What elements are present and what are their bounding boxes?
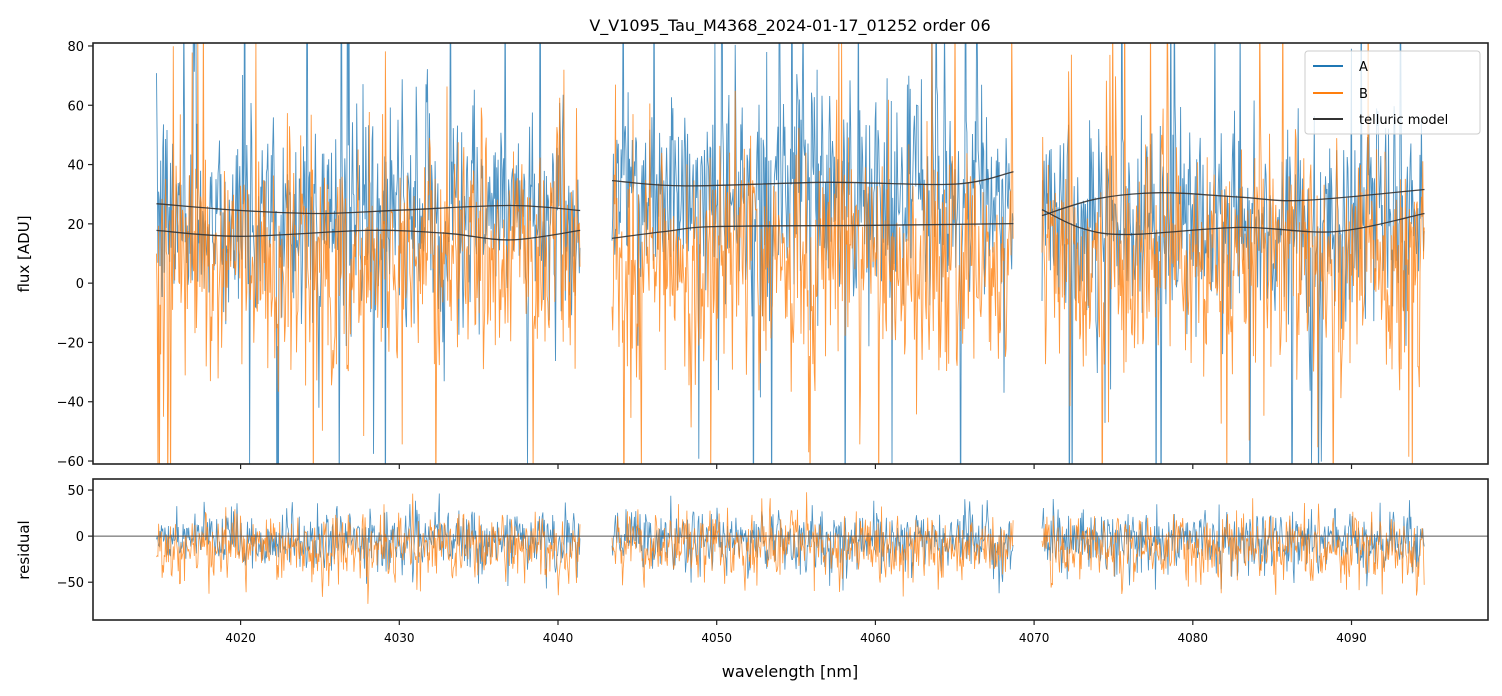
series-a-segment-2 — [611, 43, 1014, 464]
x-tick-label: 4060 — [860, 631, 891, 645]
y-tick-label: 40 — [67, 159, 84, 174]
y-tick-label: 0 — [76, 277, 84, 292]
residual-x-ticks: 4020 4030 4040 4050 4060 4070 4080 4090 — [225, 620, 1367, 645]
y-tick-label: 20 — [67, 218, 84, 233]
spectrum-axes-frame — [92, 42, 1489, 465]
x-tick-label: 4080 — [1178, 631, 1209, 645]
residual-y-axis-label: residual — [15, 520, 33, 579]
y-tick-label: −40 — [57, 396, 84, 411]
residual-b-segment-2 — [611, 492, 1014, 597]
x-axis-label: wavelength [nm] — [722, 662, 859, 681]
y-tick-label: −20 — [57, 336, 84, 351]
x-tick-label: 4040 — [543, 631, 574, 645]
y-tick-label: 80 — [67, 40, 84, 55]
legend-label-telluric-model: telluric model — [1359, 113, 1448, 128]
spectrum-data — [156, 43, 1425, 464]
legend-label-b: B — [1359, 87, 1368, 102]
chart-title: V_V1095_Tau_M4368_2024-01-17_01252 order… — [589, 16, 990, 36]
telluric-model-curve-2 — [156, 229, 581, 241]
x-tick-label: 4090 — [1336, 631, 1367, 645]
legend: A B telluric model — [1304, 50, 1481, 135]
spectrum-panel: −60 −40 −20 0 20 40 60 80 flux [ADU] A B tellur… — [15, 40, 1489, 470]
y-tick-label: 0 — [76, 530, 84, 545]
residual-a-segment-1 — [156, 493, 581, 589]
x-tick-label: 4050 — [701, 631, 732, 645]
residual-axes-frame — [92, 478, 1489, 621]
y-tick-label: 60 — [67, 99, 84, 114]
residual-a-segment-3 — [1041, 498, 1425, 590]
x-tick-label: 4070 — [1019, 631, 1050, 645]
x-tick-label: 4020 — [225, 631, 256, 645]
telluric-model-lines — [156, 171, 1425, 241]
series-b-segment-2 — [611, 43, 1014, 464]
y-tick-label: 50 — [67, 484, 84, 499]
telluric-model-curve-3 — [611, 171, 1014, 187]
legend-box — [1304, 50, 1481, 135]
residual-y-ticks: −50 0 50 — [57, 484, 93, 591]
residual-b-segment-3 — [1041, 498, 1425, 596]
residual-b-segment-1 — [156, 493, 581, 604]
telluric-model-curve-1 — [156, 203, 581, 215]
residual-data — [156, 492, 1425, 604]
spectrum-y-ticks: −60 −40 −20 0 20 40 60 80 — [57, 40, 93, 470]
telluric-model-curve-6 — [1041, 209, 1425, 236]
series-b-segment-3 — [1041, 43, 1425, 464]
spectrum-y-axis-label: flux [ADU] — [15, 215, 33, 292]
y-tick-label: −60 — [57, 455, 84, 470]
series-b-segment-1 — [156, 43, 581, 464]
x-tick-label: 4030 — [384, 631, 415, 645]
spectrum-x-ticks — [239, 464, 1353, 469]
y-tick-label: −50 — [57, 576, 84, 591]
telluric-model-curve-5 — [1041, 188, 1425, 217]
legend-label-a: A — [1359, 60, 1368, 75]
telluric-model-curve-4 — [611, 222, 1014, 240]
